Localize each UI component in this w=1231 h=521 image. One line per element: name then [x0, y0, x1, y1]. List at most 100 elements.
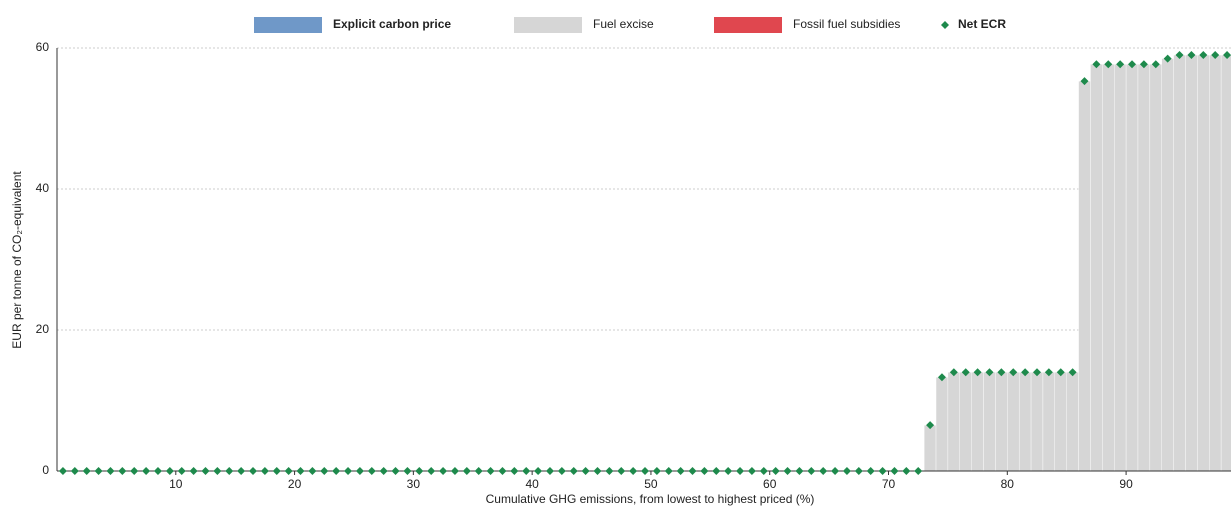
point: [106, 467, 115, 475]
bar: [1102, 64, 1115, 472]
point: [712, 467, 721, 475]
bar: [1090, 64, 1103, 472]
point: [700, 467, 709, 475]
point: [759, 467, 768, 475]
point: [320, 467, 329, 475]
point: [1080, 77, 1089, 86]
point: [641, 467, 649, 475]
x-tick-label: 80: [1001, 477, 1015, 491]
point: [795, 467, 804, 475]
point: [783, 467, 792, 475]
bar: [1161, 58, 1174, 472]
point: [985, 368, 994, 377]
point: [462, 467, 471, 475]
bar: [1018, 372, 1032, 472]
point: [581, 467, 590, 475]
point: [153, 467, 162, 475]
point: [118, 467, 127, 475]
point: [854, 467, 863, 475]
point: [415, 467, 424, 475]
point: [177, 467, 186, 475]
legend-swatch: [714, 17, 782, 33]
point: [94, 467, 103, 475]
point: [724, 467, 733, 475]
point: [593, 467, 602, 475]
point: [688, 467, 697, 475]
bar: [1197, 54, 1210, 472]
point: [1139, 60, 1148, 69]
x-tick-label: 70: [882, 477, 896, 491]
x-tick-label: 50: [644, 477, 658, 491]
point: [1128, 60, 1137, 69]
point: [676, 467, 685, 475]
point: [332, 467, 341, 475]
point: [1009, 368, 1018, 377]
point: [70, 467, 79, 475]
point: [237, 467, 246, 475]
point: [1104, 60, 1113, 69]
bar: [1042, 372, 1056, 472]
point: [866, 467, 875, 475]
x-tick-label: 10: [169, 477, 183, 491]
point: [1116, 60, 1125, 69]
point: [878, 467, 887, 475]
point: [629, 467, 638, 475]
point: [82, 467, 91, 475]
bar: [1220, 54, 1231, 472]
point: [569, 467, 578, 475]
bar: [1054, 372, 1067, 472]
bar: [1078, 80, 1091, 472]
point: [355, 467, 364, 475]
y-axis-title: EUR per tonne of CO₂-equivalent: [10, 171, 24, 349]
bar: [959, 372, 972, 472]
legend-swatch: [254, 17, 322, 33]
point: [1163, 54, 1172, 63]
point: [58, 467, 67, 475]
bar: [947, 372, 960, 472]
point: [819, 467, 828, 475]
point: [605, 467, 614, 475]
bar: [983, 372, 996, 472]
point: [902, 467, 911, 475]
legend-label: Net ECR: [958, 17, 1006, 31]
point: [225, 467, 234, 475]
point: [831, 467, 840, 475]
point: [973, 368, 982, 377]
point: [1033, 368, 1041, 377]
point: [379, 467, 388, 475]
point: [201, 467, 210, 475]
bar: [923, 424, 937, 472]
bar: [995, 372, 1008, 472]
point: [272, 467, 281, 475]
point: [937, 373, 946, 382]
point: [344, 467, 353, 475]
point: [534, 467, 543, 475]
point: [367, 467, 376, 475]
point: [1187, 51, 1196, 60]
point: [296, 467, 305, 475]
point: [1151, 60, 1160, 69]
point: [522, 467, 531, 475]
point: [1021, 368, 1030, 377]
point: [213, 467, 222, 475]
y-tick-label: 20: [36, 322, 50, 336]
bar: [1030, 372, 1044, 472]
legend-label: Fuel excise: [593, 17, 654, 31]
bar: [935, 377, 949, 472]
point: [165, 467, 174, 475]
bar: [1149, 64, 1162, 472]
bar: [1007, 372, 1020, 472]
point: [510, 467, 519, 475]
point: [427, 467, 436, 475]
point: [890, 467, 899, 475]
x-tick-label: 30: [407, 477, 421, 491]
point: [284, 467, 293, 475]
point: [486, 467, 495, 475]
point: [474, 467, 483, 475]
point: [664, 467, 673, 475]
x-tick-label: 60: [763, 477, 777, 491]
point: [747, 467, 756, 475]
x-tick-label: 20: [288, 477, 302, 491]
x-tick-label: 40: [525, 477, 539, 491]
